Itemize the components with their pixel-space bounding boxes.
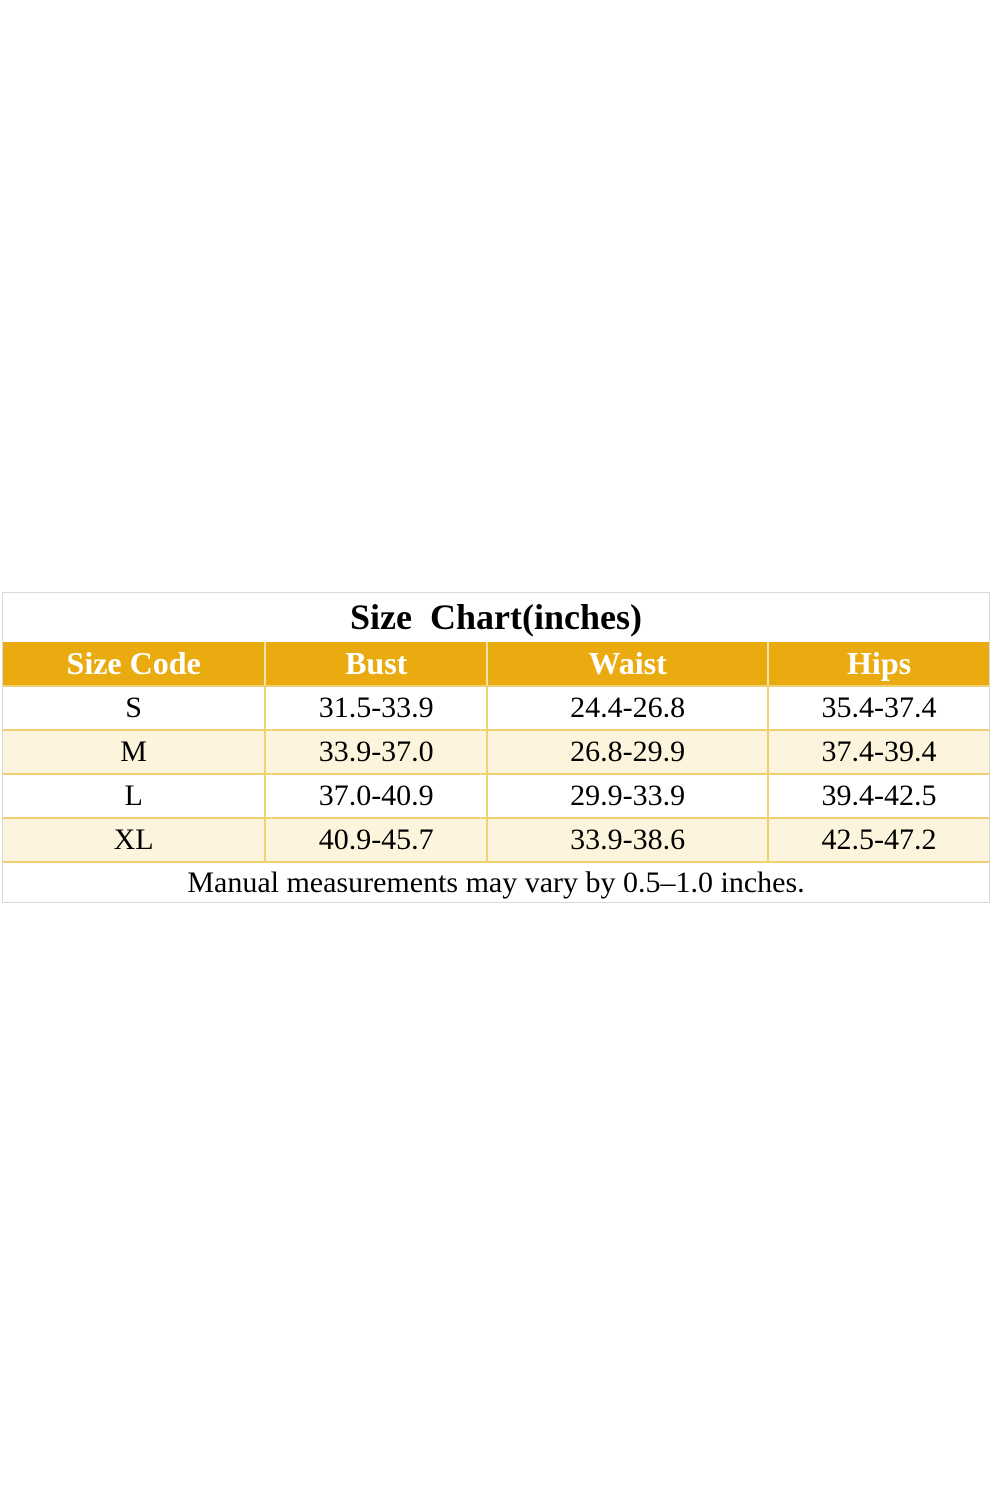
table-row-m: M 33.9-37.0 26.8-29.9 37.4-39.4 xyxy=(3,730,989,775)
cell-bust: 37.0-40.9 xyxy=(264,774,488,819)
table-row-s: S 31.5-33.9 24.4-26.8 35.4-37.4 xyxy=(3,686,989,731)
table-row-xl: XL 40.9-45.7 33.9-38.6 42.5-47.2 xyxy=(3,818,989,863)
cell-waist: 24.4-26.8 xyxy=(486,686,769,731)
cell-hips: 39.4-42.5 xyxy=(767,774,989,819)
cell-hips: 37.4-39.4 xyxy=(767,730,989,775)
cell-waist: 29.9-33.9 xyxy=(486,774,769,819)
size-table: Size Code Bust Waist Hips S 31.5-33.9 24… xyxy=(3,642,989,863)
cell-waist: 33.9-38.6 xyxy=(486,818,769,863)
header-size-code: Size Code xyxy=(3,642,266,687)
cell-size-code: M xyxy=(3,730,266,775)
cell-waist: 26.8-29.9 xyxy=(486,730,769,775)
size-chart: Size Chart(inches) Size Code Bust Waist … xyxy=(2,592,990,903)
cell-size-code: L xyxy=(3,774,266,819)
header-hips: Hips xyxy=(767,642,989,687)
size-chart-title: Size Chart(inches) xyxy=(3,593,989,642)
cell-hips: 42.5-47.2 xyxy=(767,818,989,863)
cell-bust: 33.9-37.0 xyxy=(264,730,488,775)
header-bust: Bust xyxy=(264,642,488,687)
header-row: Size Code Bust Waist Hips xyxy=(3,642,989,687)
cell-bust: 31.5-33.9 xyxy=(264,686,488,731)
measurement-note: Manual measurements may vary by 0.5–1.0 … xyxy=(3,863,989,902)
table-row-l: L 37.0-40.9 29.9-33.9 39.4-42.5 xyxy=(3,774,989,819)
cell-size-code: XL xyxy=(3,818,266,863)
cell-bust: 40.9-45.7 xyxy=(264,818,488,863)
cell-hips: 35.4-37.4 xyxy=(767,686,989,731)
header-waist: Waist xyxy=(486,642,769,687)
cell-size-code: S xyxy=(3,686,266,731)
